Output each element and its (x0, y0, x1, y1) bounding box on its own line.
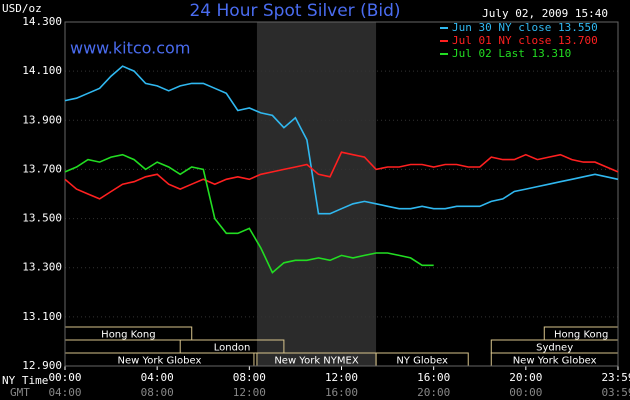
x-tick-label: 23:59 (601, 371, 630, 384)
x2-tick-label: 20:00 (417, 386, 450, 399)
timestamp: July 02, 2009 15:40 (482, 7, 608, 20)
legend-label: Jul 01 NY close 13.700 (452, 34, 598, 47)
x-tick-label: 12:00 (325, 371, 358, 384)
series-line (64, 151, 619, 200)
x2-tick-label: 03:59 (601, 386, 630, 399)
x2-tick-label: 12:00 (233, 386, 266, 399)
y-tick-label: 12.900 (22, 359, 62, 372)
session-label: New York NYMEX (274, 356, 359, 367)
chart-title: 24 Hour Spot Silver (Bid) (189, 1, 400, 21)
session-label: Hong Kong (554, 330, 608, 341)
session-label: New York Globex (118, 356, 202, 367)
x2-tick-label: 04:00 (48, 386, 81, 399)
series-line (64, 153, 434, 274)
shaded-region (256, 22, 377, 366)
x-tick-label: 20:00 (509, 371, 542, 384)
x-axis-label: NY Time (2, 374, 48, 387)
watermark: www.kitco.com (70, 39, 190, 58)
y-tick-label: 14.100 (22, 64, 62, 77)
session-label: London (214, 343, 251, 354)
session-label: Hong Kong (101, 330, 155, 341)
x2-tick-label: 16:00 (325, 386, 358, 399)
session-label: Sydney (536, 343, 573, 354)
x2-tick-label: 08:00 (141, 386, 174, 399)
x-tick-label: 08:00 (233, 371, 266, 384)
plot-frame (64, 21, 619, 367)
series-line (64, 65, 619, 215)
y-tick-label: 13.500 (22, 212, 62, 225)
legend-label: Jun 30 NY close 13.550 (452, 21, 598, 34)
x-tick-label: 04:00 (141, 371, 174, 384)
y-tick-label: 13.300 (22, 261, 62, 274)
y-tick-label: 13.900 (22, 113, 62, 126)
y-tick-label: 13.100 (22, 310, 62, 323)
x2-tick-label: 00:00 (509, 386, 542, 399)
y-axis-label: USD/oz (2, 2, 42, 15)
session-label: NY Globex (396, 356, 448, 367)
x-tick-label: 00:00 (48, 371, 81, 384)
x-tick-label: 16:00 (417, 371, 450, 384)
y-tick-label: 13.700 (22, 162, 62, 175)
session-label: New York Globex (513, 356, 597, 367)
legend-label: Jul 02 Last 13.310 (452, 47, 571, 60)
y-tick-label: 14.300 (22, 15, 62, 28)
x2-axis-label: GMT (10, 386, 30, 399)
